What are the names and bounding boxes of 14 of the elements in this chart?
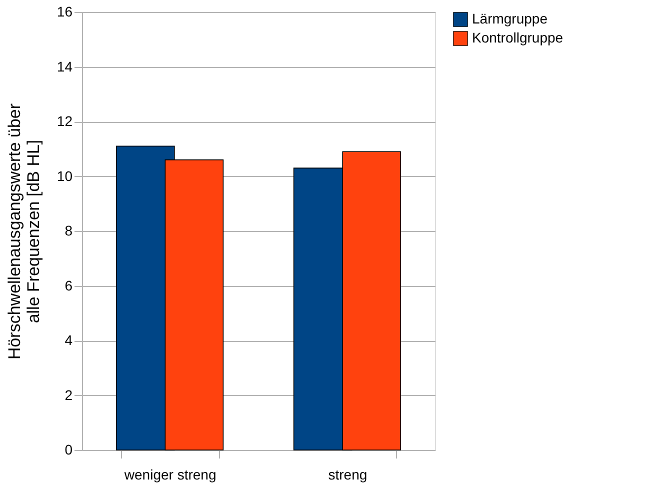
x-tick-label: streng	[328, 466, 368, 482]
x-tick-label: weniger streng	[123, 466, 216, 482]
y-tick-label: 10	[56, 168, 73, 184]
y-tick-label: 16	[56, 4, 73, 20]
y-tick-label: 12	[56, 113, 73, 129]
y-tick-label: 2	[64, 386, 73, 403]
y-tick-label: 6	[64, 277, 73, 294]
y-tick-label: 4	[64, 332, 73, 348]
legend-label: Lärmgruppe	[472, 10, 548, 26]
legend-label: Kontrollgruppe	[472, 30, 564, 46]
y-tick-label: 14	[56, 58, 73, 74]
y-tick-label: 0	[64, 442, 73, 458]
y-tick-label: 8	[64, 222, 73, 238]
y-axis-title: Hörschwellenausgangswerte über alle Frequenzen [dB HL]	[4, 103, 43, 360]
